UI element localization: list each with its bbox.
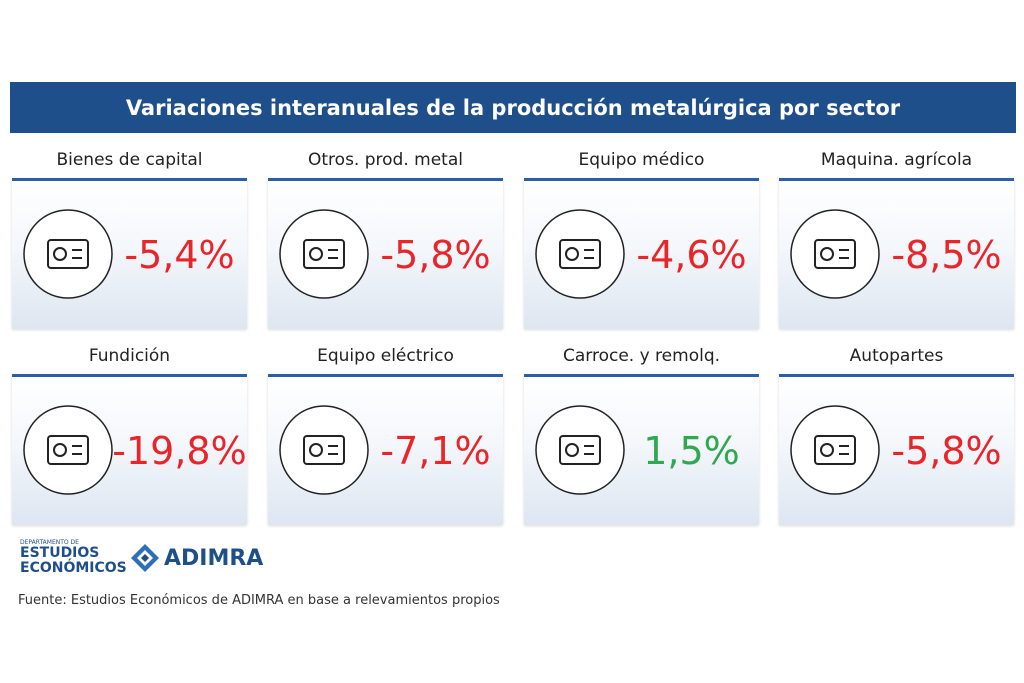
card-value: -4,6%: [636, 233, 747, 277]
icon: [535, 405, 625, 495]
card-label: Equipo médico: [578, 150, 705, 170]
card: -5,8%: [779, 374, 1014, 525]
icon: [23, 209, 113, 299]
icon: [23, 405, 113, 495]
card-value: -5,4%: [124, 233, 235, 277]
card-value: -8,5%: [891, 233, 1002, 277]
card-label: Autopartes: [849, 346, 944, 366]
icon: [279, 209, 369, 299]
logo-text: ECONÓMICOS: [20, 560, 127, 576]
card-value: -5,8%: [891, 429, 1002, 473]
icon: [790, 209, 880, 299]
logo-text: DEPARTAMENTO DE: [20, 539, 79, 546]
card: -19,8%: [12, 374, 247, 525]
card-value: 1,5%: [643, 429, 740, 473]
card-label: Fundición: [88, 346, 171, 366]
logo-text: ESTUDIOS: [20, 545, 100, 561]
icon: [279, 405, 369, 495]
card: -4,6%: [524, 178, 759, 329]
card: -8,5%: [779, 178, 1014, 329]
title-bar: Variaciones interanuales de la producció…: [10, 82, 1016, 133]
card: -5,4%: [12, 178, 247, 329]
icon: [790, 405, 880, 495]
icon: [535, 209, 625, 299]
department-logo: DEPARTAMENTO DE ESTUDIOS ECONÓMICOS: [20, 539, 127, 576]
card-value: -7,1%: [380, 429, 491, 473]
card: -5,8%: [268, 178, 503, 329]
card-label: Maquina. agrícola: [820, 150, 973, 170]
card: -7,1%: [268, 374, 503, 525]
source-note: Fuente: Estudios Económicos de ADIMRA en…: [18, 593, 500, 608]
adimra-logo: ADIMRA: [131, 544, 263, 572]
card-label: Carroce. y remolq.: [562, 346, 721, 366]
card-label: Bienes de capital: [56, 150, 203, 170]
card-label: Equipo eléctrico: [317, 346, 454, 366]
card: 1,5%: [524, 374, 759, 525]
logo-text: ADIMRA: [164, 545, 264, 571]
logo-mark: [131, 544, 159, 572]
card-label: Otros. prod. metal: [308, 150, 463, 170]
card-value: -5,8%: [380, 233, 491, 277]
card-value: -19,8%: [112, 429, 247, 473]
